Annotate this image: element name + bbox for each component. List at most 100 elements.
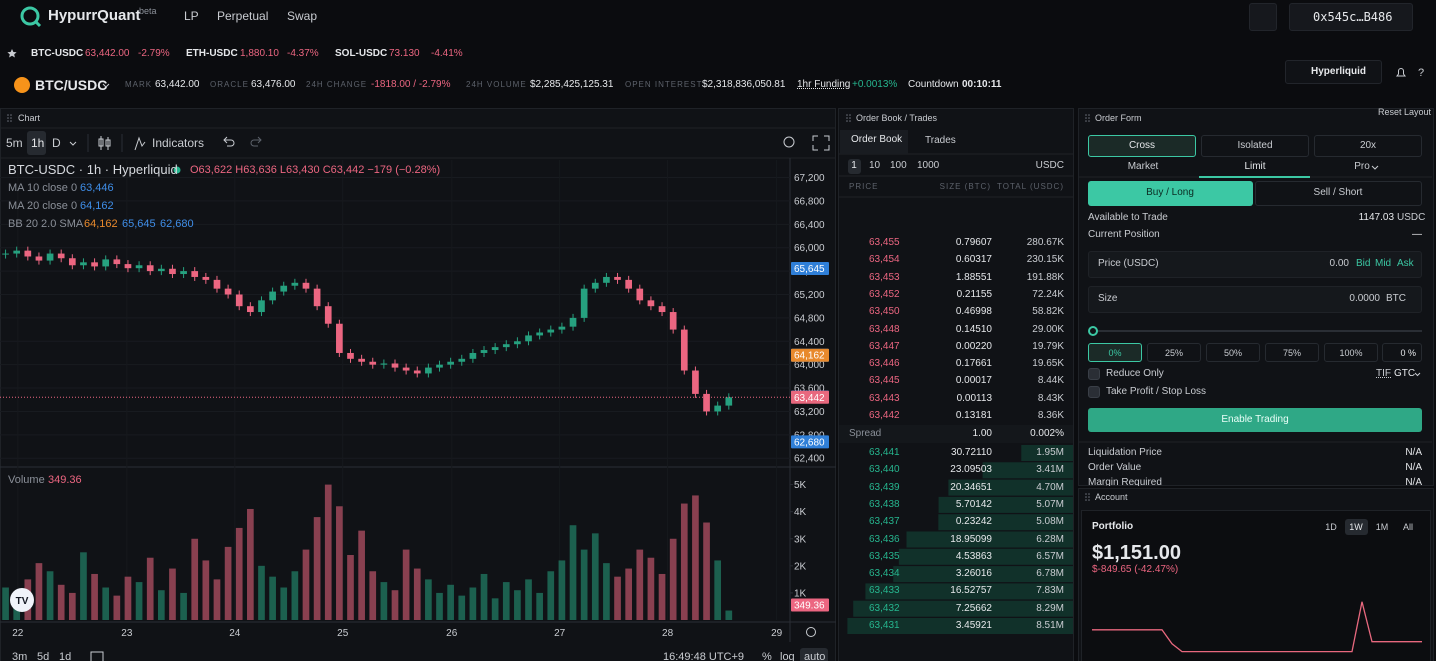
margin-option[interactable]: Isolated [1237,140,1273,151]
margin-option[interactable]: Cross [1128,140,1156,151]
bid-price[interactable]: 63,435 [869,550,900,562]
interval-button[interactable]: 1h [31,136,45,150]
ask-price[interactable]: 63,447 [869,340,900,352]
tab[interactable]: Trades [925,135,956,146]
grouping[interactable]: 10 [869,160,881,171]
margin-button[interactable] [1201,135,1309,157]
buy-label[interactable]: Buy / Long [1146,187,1194,198]
bid-price[interactable]: 63,434 [869,568,900,580]
price-shortcut[interactable]: Ask [1397,258,1414,269]
grouping[interactable]: 1 [851,160,857,171]
price-shortcut[interactable]: Bid [1356,258,1371,269]
candle-body [491,347,499,351]
ask-price[interactable]: 63,455 [869,237,900,248]
scale-option[interactable]: % [762,651,772,661]
ticker-symbol[interactable]: SOL-USDC [335,48,388,59]
margin-button[interactable] [1088,135,1196,157]
address-button[interactable] [1289,3,1413,31]
tif-value[interactable]: GTC [1394,368,1416,379]
price-shortcut[interactable]: Mid [1375,258,1392,269]
address[interactable]: 0x545c…B486 [1313,10,1393,24]
ticker-symbol[interactable]: BTC-USDC [31,48,84,59]
percent-option[interactable]: 75% [1282,348,1302,358]
ask-price[interactable]: 63,442 [869,410,900,421]
enable-trading-button[interactable] [1088,408,1422,432]
enable-trading-label[interactable]: Enable Trading [1221,414,1289,425]
period-button[interactable]: 1M [1375,522,1389,532]
y-tick-label: 5K [794,480,807,491]
margin-option[interactable]: 20x [1359,140,1377,151]
size-input[interactable] [1088,286,1422,313]
interval-button[interactable]: D [52,136,61,150]
order-type[interactable]: Pro [1354,161,1370,172]
buy-button[interactable] [1088,181,1253,206]
ask-price[interactable]: 63,445 [869,375,900,387]
wallet-icon-button[interactable] [1249,3,1277,31]
venue[interactable]: Hyperliquid [1311,66,1367,77]
bid-price[interactable]: 63,432 [869,602,900,614]
percent-option[interactable]: 0% [1108,348,1122,358]
period-button[interactable]: All [1402,522,1414,532]
percent-option[interactable]: 25% [1164,348,1184,358]
market-pair[interactable]: BTC/USDC [35,77,108,93]
percent-option[interactable]: 50% [1223,348,1243,358]
bid-price[interactable]: 63,433 [869,585,900,597]
ask-price[interactable]: 63,453 [869,271,900,283]
indicators-button[interactable]: Indicators [152,136,205,150]
reset-layout[interactable]: Reset Layout [1377,107,1431,117]
ask-price[interactable]: 63,443 [869,392,900,404]
bid-price[interactable]: 63,436 [869,533,900,545]
sell-label[interactable]: Sell / Short [1313,187,1363,198]
checkbox-label[interactable]: Reduce Only [1106,368,1164,379]
margin-button[interactable] [1314,135,1422,157]
nav-link[interactable]: Perpetual [217,9,269,23]
interval-button[interactable]: 5m [6,136,23,150]
bid-price[interactable]: 63,438 [869,498,900,510]
order-type[interactable]: Market [1127,161,1159,172]
percent-option[interactable]: 100% [1339,348,1363,358]
percent-button[interactable] [1088,343,1142,362]
bid-price[interactable]: 63,439 [869,481,900,493]
redo-icon [250,136,262,147]
scale-option[interactable]: log [780,651,795,661]
bid-price[interactable]: 63,440 [869,464,900,476]
undo-icon [223,136,235,147]
range-button[interactable]: 5d [37,651,50,661]
ask-price[interactable]: 63,450 [869,306,900,318]
ask-price[interactable]: 63,454 [869,254,900,266]
nav-link[interactable]: LP [184,9,199,23]
percent-button[interactable] [1265,343,1319,362]
checkbox-label[interactable]: Take Profit / Stop Loss [1106,386,1207,397]
tpsl-checkbox[interactable] [1088,386,1100,398]
order-type[interactable]: Limit [1244,161,1266,172]
bid-size: 18.95099 [950,533,992,545]
range-button[interactable]: 3m [12,651,28,661]
sell-button[interactable] [1255,181,1422,206]
percent-button[interactable] [1206,343,1260,362]
grouping[interactable]: 1000 [917,160,940,171]
reduce-checkbox[interactable] [1088,368,1100,380]
scale-option[interactable]: auto [804,651,826,661]
y-tick-label: 66,400 [794,220,825,231]
bid-total: 1.95M [1036,447,1064,458]
range-button[interactable]: 1d [59,651,72,661]
ticker-symbol[interactable]: ETH-USDC [186,48,238,59]
period-button[interactable]: 1D [1325,522,1337,532]
nav-link[interactable]: Swap [287,9,318,23]
ask-price[interactable]: 63,446 [869,358,900,370]
price-input[interactable] [1088,251,1422,278]
venue-select[interactable] [1285,60,1382,84]
bid-price[interactable]: 63,431 [869,620,900,631]
tv-logo-text: TV [16,596,29,607]
volume-bar [158,590,165,620]
grouping[interactable]: 100 [890,160,907,171]
ask-price[interactable]: 63,448 [869,323,900,335]
percent-button[interactable] [1147,343,1201,362]
ask-price[interactable]: 63,452 [869,288,900,300]
period-button[interactable]: 1W [1349,522,1363,532]
bid-price[interactable]: 63,441 [869,447,900,458]
bid-price[interactable]: 63,437 [869,516,900,528]
candle-body [558,326,566,330]
tab[interactable]: Order Book [851,134,903,145]
percent-button[interactable] [1324,343,1378,362]
